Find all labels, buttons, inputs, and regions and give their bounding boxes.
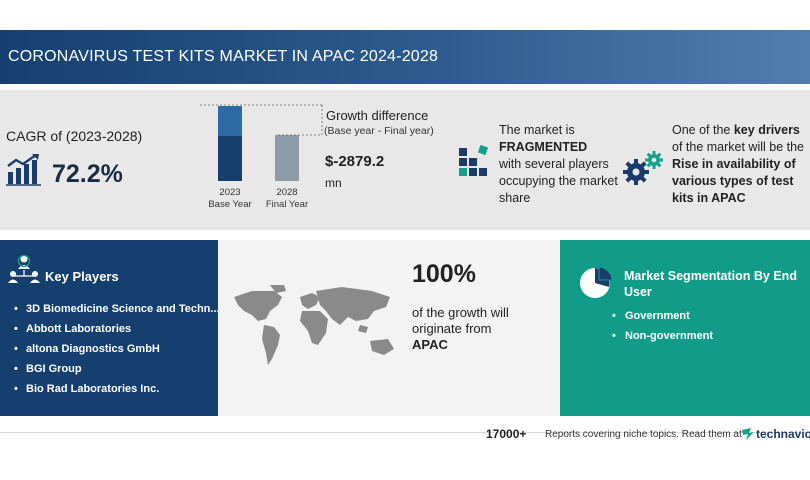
segmentation-list: Government Non-government (612, 309, 713, 349)
growth-bracket-lines (200, 104, 323, 136)
gears-icon (623, 151, 663, 185)
base-year-label: 2023 Base Year (208, 187, 252, 210)
map-panel (218, 240, 560, 416)
key-driver-emphasis: key drivers (733, 123, 800, 137)
market-structure-text: The market is FRAGMENTED with several pl… (499, 123, 618, 205)
growth-percent: 100% (412, 260, 476, 288)
top-spacer (0, 0, 810, 28)
segmentation-title: Market Segmentation By End User (624, 269, 797, 299)
stats-panel (0, 90, 810, 230)
key-players-list: 3D Biomedicine Science and Techn... Abbo… (14, 302, 230, 402)
cagr-value: 72.2% (52, 160, 123, 188)
final-year-bar (275, 135, 299, 181)
world-map-icon (234, 285, 394, 365)
key-players-title: Key Players (45, 269, 119, 284)
key-player-item: altona Diagnostics GmbH (14, 342, 230, 362)
report-count: 17000+ (486, 427, 527, 441)
segment-item: Non-government (612, 329, 713, 349)
brand-name[interactable]: technavio (756, 427, 810, 441)
growth-difference-value: $-2879.2 (325, 153, 385, 170)
market-structure-emphasis: FRAGMENTED (499, 140, 588, 154)
technavio-logo-icon (742, 428, 754, 440)
growth-difference-label: Growth difference (326, 108, 429, 123)
base-year-bar-bottom (218, 136, 242, 181)
final-year-label: 2028 Final Year (265, 187, 309, 210)
cagr-label: CAGR of (2023-2028) (6, 128, 143, 144)
segment-item: Government (612, 309, 713, 329)
growth-origin-text: of the growth will originate from APAC (412, 305, 509, 352)
pie-chart-icon (580, 266, 613, 298)
growth-region: APAC (412, 337, 448, 352)
key-driver-detail: Rise in availability of various types of… (672, 157, 796, 205)
key-player-item: Abbott Laboratories (14, 322, 230, 342)
growth-difference-unit: mn (325, 176, 342, 190)
key-player-item: 3D Biomedicine Science and Techn... (14, 302, 230, 322)
growth-difference-subtitle: (Base year - Final year) (324, 125, 434, 137)
key-player-item: Bio Rad Laboratories Inc. (14, 382, 230, 402)
title-bar (0, 30, 810, 84)
key-player-item: BGI Group (14, 362, 230, 382)
bar-chart-growth-icon (6, 154, 41, 186)
footer-divider (0, 432, 810, 433)
key-driver-text: One of the key drivers of the market wil… (672, 123, 805, 205)
base-year-bar-top (218, 106, 242, 136)
page-title: CORONAVIRUS TEST KITS MARKET IN APAC 202… (8, 48, 439, 65)
network-players-icon (8, 254, 40, 283)
footer-text: Reports covering niche topics. Read them… (545, 429, 742, 440)
fragmented-blocks-icon (459, 144, 489, 176)
